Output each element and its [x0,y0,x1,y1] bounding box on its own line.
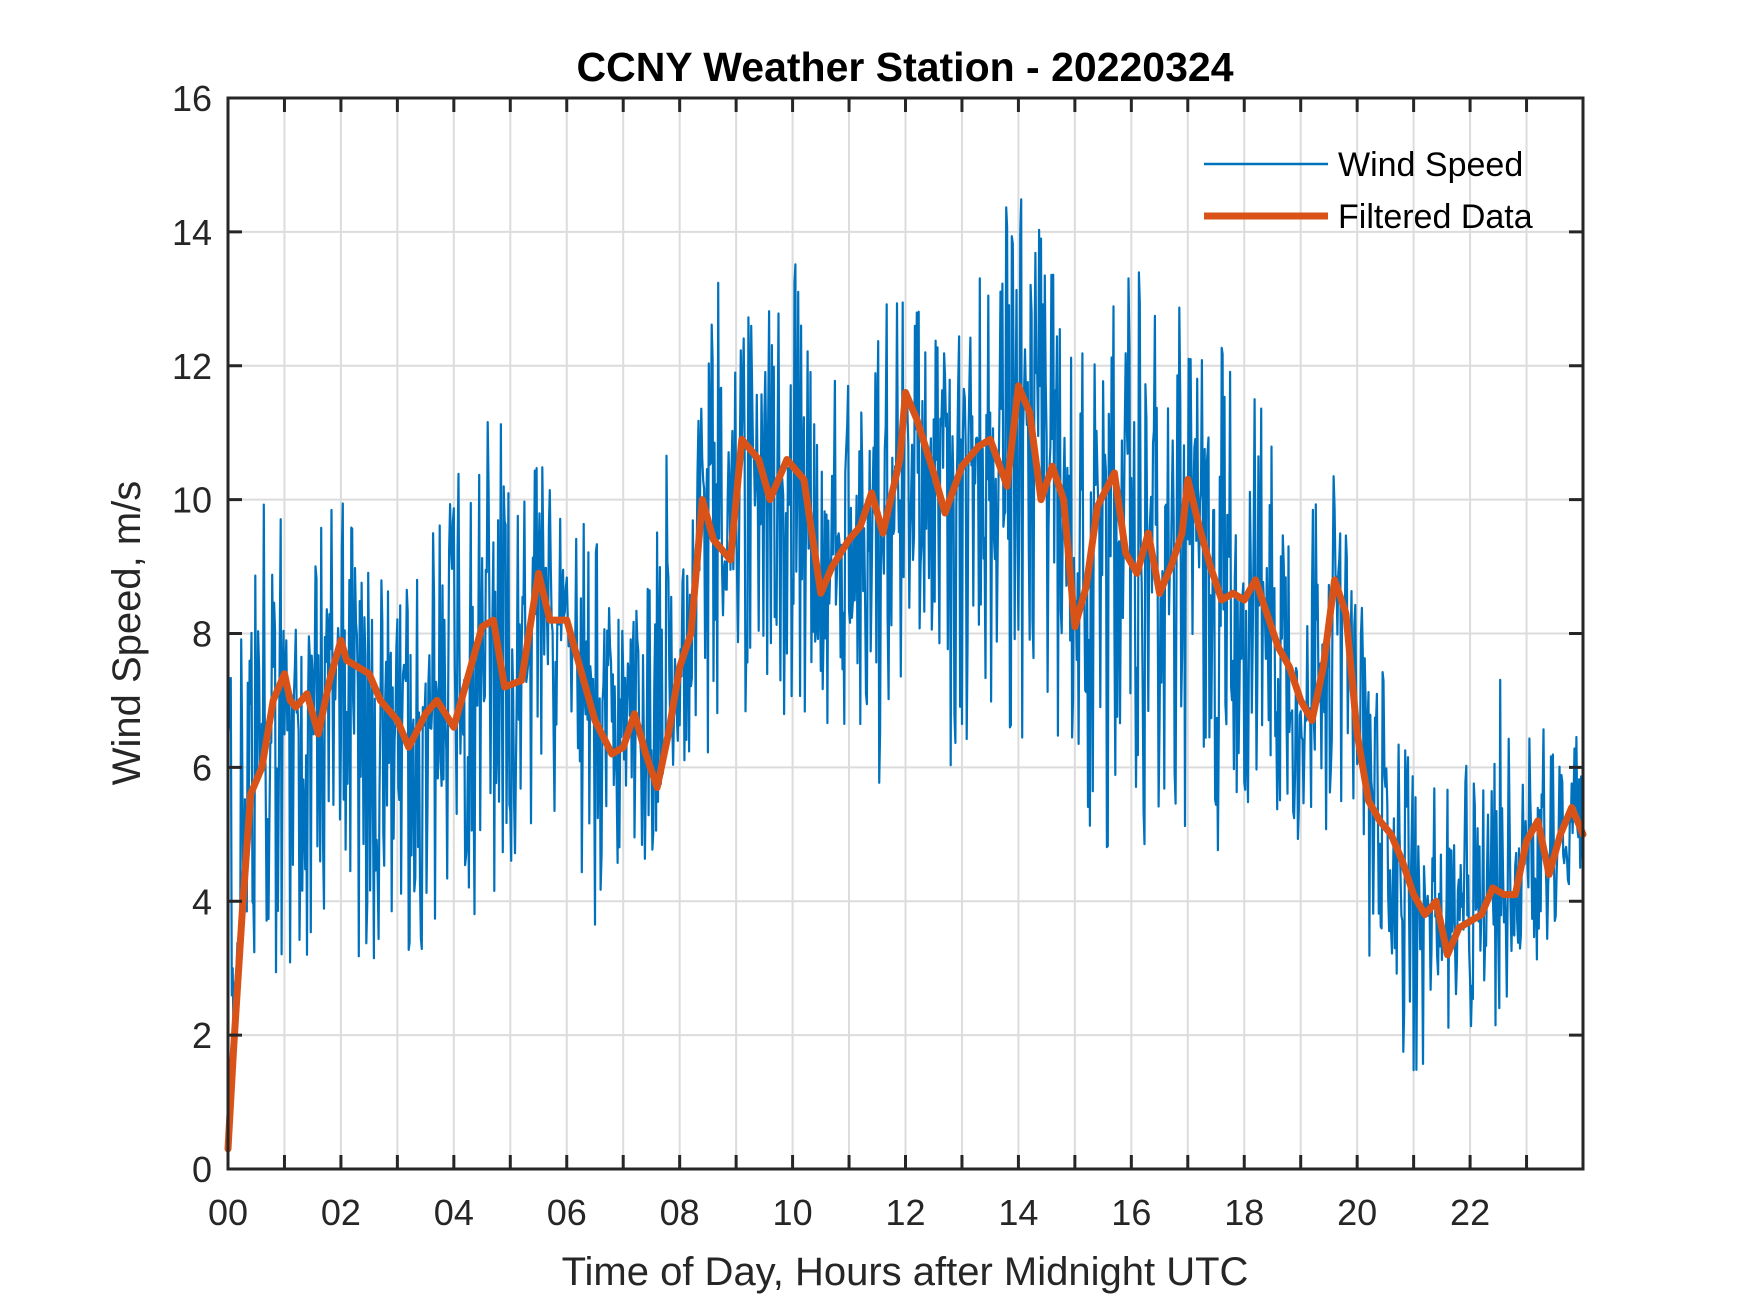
legend-filtered-data-label: Filtered Data [1338,198,1533,236]
filtered-data-series [224,382,1587,1153]
y-tick-label: 14 [172,212,212,253]
x-tick-label: 16 [1111,1192,1151,1233]
legend: Wind Speed Filtered Data [1204,146,1533,236]
y-tick-label: 0 [192,1149,212,1190]
x-tick-label: 04 [434,1192,474,1233]
x-tick-label: 14 [998,1192,1038,1233]
legend-wind-speed-label: Wind Speed [1338,146,1523,184]
axes [226,96,1585,1171]
x-tick-label: 06 [547,1192,587,1233]
y-tick-label: 12 [172,346,212,387]
y-axis-label: Wind Speed, m/s [105,481,149,786]
y-tick-label: 10 [172,480,212,521]
filtered-data-line [224,382,1587,1153]
x-tick-label: 12 [885,1192,925,1233]
x-tick-label: 00 [208,1192,248,1233]
x-tick-label: 18 [1224,1192,1264,1233]
y-tick-label: 8 [192,614,212,655]
x-tick-label: 08 [660,1192,700,1233]
x-tick-label: 20 [1337,1192,1377,1233]
y-tick-label: 16 [172,78,212,119]
y-tick-label: 6 [192,747,212,788]
chart-title: CCNY Weather Station - 20220324 [576,44,1233,90]
x-tick-label: 22 [1450,1192,1490,1233]
y-tick-label: 2 [192,1015,212,1056]
x-tick-label: 02 [321,1192,361,1233]
x-tick-label: 10 [773,1192,813,1233]
y-tick-label: 4 [192,881,212,922]
x-axis-label: Time of Day, Hours after Midnight UTC [562,1250,1249,1294]
